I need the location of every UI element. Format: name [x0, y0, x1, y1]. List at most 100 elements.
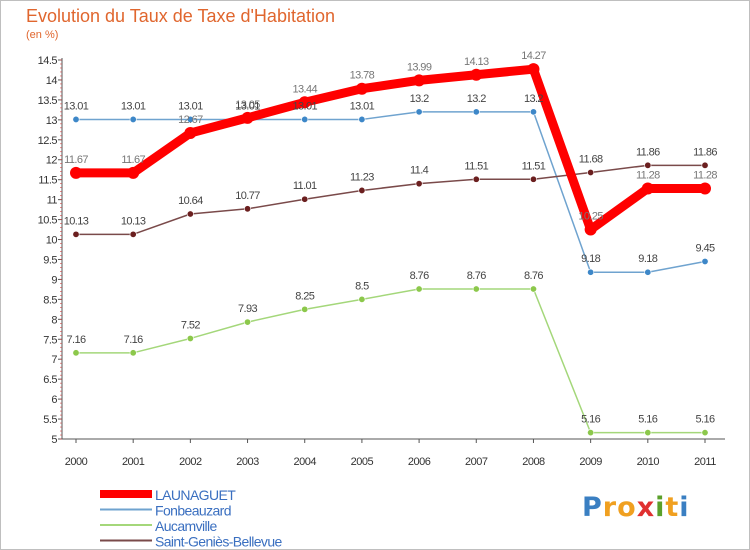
data-point — [186, 334, 194, 342]
chart-subtitle: (en %) — [26, 29, 59, 41]
y-tick-label: 5.5 — [43, 414, 57, 426]
data-point — [241, 111, 254, 124]
data-label: 8.25 — [295, 290, 314, 302]
data-point — [701, 161, 709, 169]
data-label: 13.01 — [64, 100, 89, 112]
data-label: 12.67 — [178, 114, 203, 126]
logo-letter: x — [636, 492, 656, 523]
series-line — [75, 164, 706, 236]
data-label: 11.51 — [522, 160, 546, 172]
data-label: 7.16 — [124, 334, 143, 346]
series-aucamville — [72, 285, 709, 437]
data-point — [587, 268, 595, 276]
data-point — [298, 96, 311, 109]
data-point — [415, 180, 423, 188]
data-point — [358, 186, 366, 194]
data-point — [701, 257, 709, 265]
x-tick-label: 2003 — [236, 456, 259, 468]
x-tick-label: 2005 — [351, 456, 374, 468]
data-point — [184, 127, 197, 140]
y-tick-label: 7 — [51, 354, 57, 366]
series-saint-geni-s-bellevue — [72, 161, 709, 238]
y-tick-label: 11 — [47, 195, 58, 207]
chart-title: Evolution du Taux de Taxe d'Habitation — [26, 6, 335, 26]
data-point — [72, 115, 80, 123]
data-label: 11.01 — [293, 180, 317, 192]
data-point — [301, 115, 309, 123]
data-point — [529, 175, 537, 183]
x-tick-label: 2004 — [293, 456, 316, 468]
x-tick-label: 2007 — [465, 456, 488, 468]
logo-letter: r — [602, 492, 618, 523]
data-point — [644, 268, 652, 276]
x-tick-label: 2010 — [637, 456, 660, 468]
data-label: 13.01 — [350, 100, 375, 112]
data-point — [472, 285, 480, 293]
y-tick-label: 14.5 — [38, 55, 58, 67]
data-label: 5.16 — [695, 414, 714, 426]
data-label: 13.44 — [292, 83, 317, 95]
legend-label-fonbeauzard: Fonbeauzard — [155, 503, 231, 519]
data-point — [472, 175, 480, 183]
data-label: 11.67 — [121, 154, 145, 166]
series-layer — [70, 63, 711, 437]
logo-letter: P — [582, 492, 603, 523]
x-tick-label: 2009 — [579, 456, 602, 468]
data-point — [127, 166, 140, 179]
data-labels-layer: 11.67 11.67 12.67 13.05 13.44 13.78 13.99 14.13… — [64, 50, 718, 425]
data-point — [129, 349, 137, 357]
data-point — [186, 210, 194, 218]
y-tick-label: 14 — [46, 75, 58, 87]
legend-label-aucamville: Aucamville — [155, 518, 218, 534]
data-point — [70, 166, 82, 179]
y-tick-label: 7.5 — [43, 334, 57, 346]
data-point — [529, 285, 537, 293]
data-point — [699, 182, 711, 195]
data-label: 5.16 — [638, 414, 657, 426]
data-label: 9.18 — [638, 253, 657, 265]
series-line — [71, 64, 710, 235]
data-point — [701, 429, 709, 437]
data-label: 11.4 — [410, 165, 429, 177]
data-label: 13.01 — [178, 100, 203, 112]
data-point — [472, 108, 480, 116]
data-label: 13.01 — [235, 100, 260, 112]
y-tick-label: 13.5 — [38, 95, 58, 107]
y-tick-label: 8.5 — [43, 294, 57, 306]
x-tick-label: 2001 — [122, 456, 145, 468]
axes: 5 5.5 6 6.5 7 7.5 8 8.5 9 9.5 10 10.5 11 11.5 12 12.5 13… — [38, 55, 725, 468]
data-point — [413, 74, 426, 87]
data-point — [244, 318, 252, 326]
data-label: 10.64 — [178, 195, 203, 207]
data-label: 11.28 — [636, 169, 660, 181]
legend-label-saint-geni-s-bellevue: Saint-Geniès-Bellevue — [155, 534, 283, 550]
data-point — [644, 429, 652, 437]
data-label: 10.13 — [121, 215, 146, 227]
data-label: 13.2 — [410, 93, 429, 105]
y-tick-label: 8 — [51, 314, 57, 326]
data-label: 13.01 — [292, 100, 317, 112]
data-label: 14.13 — [464, 56, 489, 68]
logo-letter: o — [617, 492, 637, 523]
data-point — [470, 68, 483, 81]
data-label: 11.86 — [636, 146, 660, 158]
data-point — [301, 305, 309, 313]
y-tick-label: 9.5 — [43, 254, 57, 266]
data-label: 8.5 — [355, 280, 369, 292]
data-point — [244, 205, 252, 213]
data-point — [644, 161, 652, 169]
x-tick-label: 2006 — [408, 456, 431, 468]
data-point — [529, 108, 537, 116]
data-point — [301, 195, 309, 203]
legend: LAUNAGUETFonbeauzardAucamvilleSaint-Geni… — [100, 487, 283, 550]
data-label: 11.86 — [693, 146, 717, 158]
data-point — [527, 63, 540, 76]
data-label: 13.05 — [235, 99, 260, 111]
data-point — [584, 223, 597, 236]
data-label: 11.68 — [579, 154, 603, 166]
y-tick-label: 11.5 — [38, 175, 57, 187]
data-point — [415, 285, 423, 293]
logo-letter: t — [665, 492, 680, 523]
data-point — [358, 115, 366, 123]
